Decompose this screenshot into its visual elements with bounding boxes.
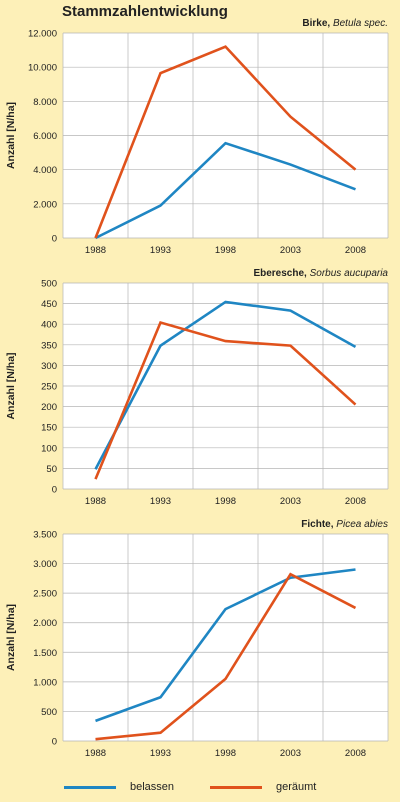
legend-swatch-belassen [64,785,116,789]
y-tick-label: 100 [41,443,57,454]
x-tick-label: 2003 [280,245,301,256]
y-tick-label: 500 [41,279,57,290]
species-label: Birke, Betula spec. [302,18,388,29]
y-tick-label: 0 [52,234,57,245]
y-tick-label: 3.000 [33,559,57,570]
x-tick-label: 1993 [150,748,171,759]
y-tick-label: 200 [41,402,57,413]
y-tick-label: 150 [41,423,57,434]
y-tick-label: 12.000 [28,29,57,40]
series-line-geraeumt [94,45,357,239]
x-tick-label: 2008 [345,245,366,256]
x-tick-label: 1988 [85,245,106,256]
y-tick-label: 8.000 [33,97,57,108]
legend-item-belassen: belassen [64,775,174,799]
species-common-name: Birke, [302,18,333,29]
chart-3: 0 500 1.000 1.500 2.000 2.500 3.000 3.500 1988 19… [5,519,389,759]
x-tick-label: 2008 [345,496,366,507]
y-axis-label: Anzahl [N/ha] [5,352,17,419]
species-common-name: Fichte, [301,519,336,530]
x-tick-label: 1998 [215,496,236,507]
series-line-belassen [95,568,356,723]
series-line-geraeumt [95,572,357,741]
y-tick-label: 2.000 [33,199,57,210]
legend-item-geraeumt: geräumt [210,775,316,799]
y-tick-label: 300 [41,361,57,372]
species-label: Fichte, Picea abies [301,519,388,530]
species-latin-name: Betula spec. [333,18,388,29]
y-axis-label: Anzahl [N/ha] [5,102,17,169]
x-tick-label: 1988 [85,748,106,759]
y-tick-label: 0 [52,737,57,748]
x-tick-label: 1993 [150,496,171,507]
series-line-belassen [94,141,356,240]
legend-swatch-geraeumt [210,785,262,789]
x-tick-label: 1993 [150,245,171,256]
y-tick-label: 6.000 [33,131,57,142]
legend-label-belassen: belassen [130,781,175,793]
y-tick-label: 3.500 [33,530,57,541]
y-tick-label: 2.500 [33,589,57,600]
series-line-geraeumt [94,320,357,480]
plot-area [63,534,388,741]
x-tick-label: 1988 [85,496,106,507]
y-tick-label: 500 [41,707,57,718]
y-tick-label: 1.500 [33,648,57,659]
x-tick-label: 2003 [280,496,301,507]
x-tick-label: 1998 [215,245,236,256]
y-tick-label: 250 [41,382,57,393]
species-latin-name: Sorbus aucuparia [310,268,389,279]
y-tick-label: 2.000 [33,618,57,629]
y-tick-label: 450 [41,299,57,310]
x-tick-label: 2003 [280,748,301,759]
y-axis-label: Anzahl [N/ha] [5,604,17,671]
main-title: Stammzahlentwicklung [62,3,228,20]
legend-label-geraeumt: geräumt [276,781,317,793]
y-tick-label: 1.000 [33,677,57,688]
x-tick-label: 1998 [215,748,236,759]
species-latin-name: Picea abies [336,519,388,530]
chart-2: 0 50 100 150 200 250 300 350 400 450 500 1988 1993 19… [5,268,388,507]
species-common-name: Eberesche, [253,268,309,279]
y-tick-label: 10.000 [28,63,57,74]
y-tick-label: 4.000 [33,165,57,176]
y-tick-label: 50 [46,464,57,475]
species-label: Eberesche, Sorbus aucuparia [253,268,388,279]
y-tick-label: 400 [41,320,57,331]
legend: belassen geräumt [0,775,400,799]
series-line-belassen [94,300,357,470]
chart-1: 0 2.000 4.000 6.000 8.000 10.000 12.000 1988 199… [5,18,389,256]
x-tick-label: 2008 [345,748,366,759]
y-tick-label: 350 [41,340,57,351]
y-tick-label: 0 [52,485,57,496]
